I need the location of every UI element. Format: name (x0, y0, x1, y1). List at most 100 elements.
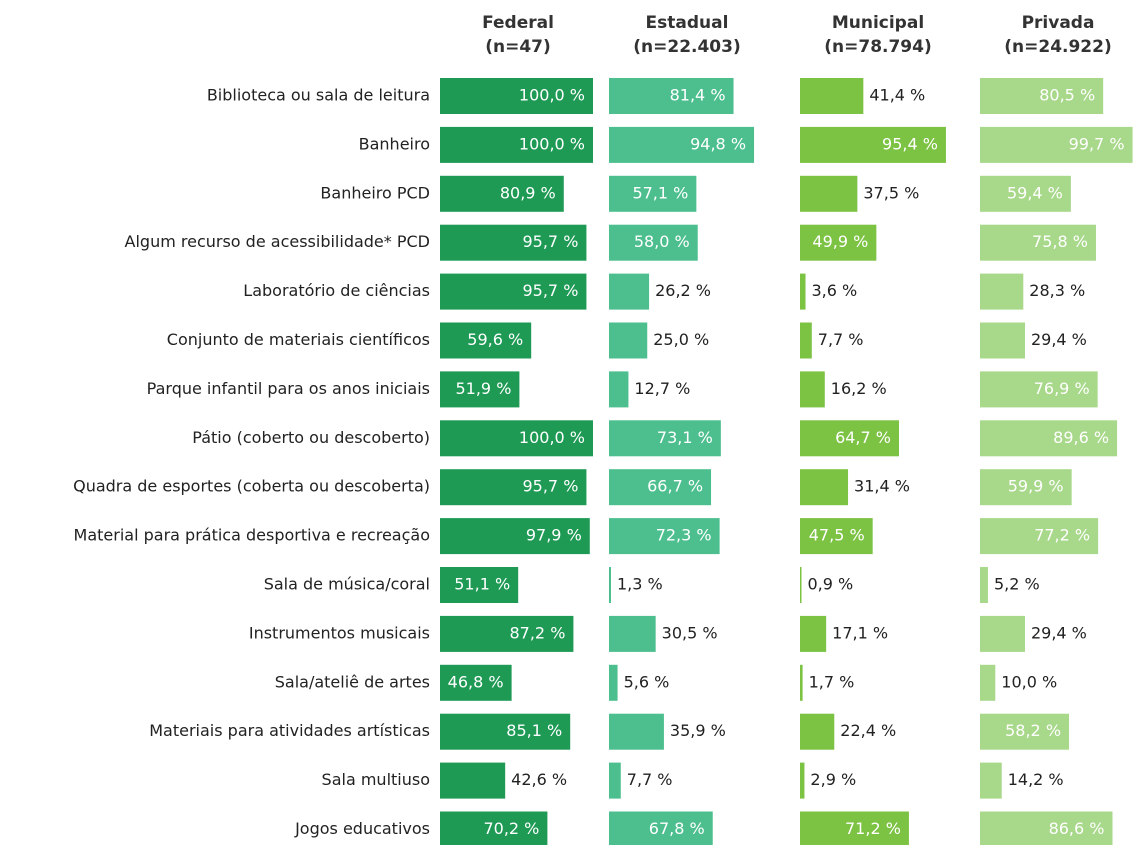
value-label: 47,5 % (809, 526, 865, 545)
bar (609, 224, 698, 261)
value-label: 80,9 % (500, 183, 556, 202)
value-label: 99,7 % (1069, 134, 1125, 153)
bar (609, 126, 755, 163)
bar (440, 811, 548, 845)
value-label: 94,8 % (690, 134, 746, 153)
value-label: 28,3 % (1029, 281, 1085, 300)
bar (980, 762, 1002, 799)
value-label: 86,6 % (1049, 819, 1105, 838)
bar (609, 420, 721, 457)
value-label: 100,0 % (519, 428, 585, 447)
bar (609, 78, 734, 114)
series-sample: (n=78.794) (824, 37, 932, 57)
bar (800, 713, 835, 750)
value-label: 59,9 % (1008, 477, 1064, 496)
value-label: 26,2 % (655, 281, 711, 300)
bar (800, 371, 825, 408)
bar (609, 811, 713, 845)
bar (980, 126, 1133, 163)
series-header: Municipal (832, 13, 924, 33)
bar (440, 713, 571, 750)
bar (609, 469, 712, 506)
value-label: 95,7 % (522, 477, 578, 496)
series-header: Privada (1022, 13, 1095, 33)
bar (800, 469, 849, 506)
value-label: 22,4 % (840, 721, 896, 740)
bar (980, 664, 996, 701)
bar (609, 713, 664, 750)
bar (440, 567, 519, 603)
value-label: 30,5 % (662, 623, 718, 642)
bar (980, 469, 1072, 506)
category-label: Materiais para atividades artísticas (149, 721, 430, 740)
value-label: 58,2 % (1005, 721, 1061, 740)
bar (609, 664, 618, 701)
bar (609, 615, 656, 652)
bar (800, 762, 805, 799)
value-label: 35,9 % (670, 721, 726, 740)
bar (800, 615, 827, 652)
value-label: 58,0 % (634, 232, 690, 251)
value-label: 1,7 % (809, 672, 855, 691)
value-label: 57,1 % (632, 183, 688, 202)
value-label: 49,9 % (812, 232, 868, 251)
value-label: 85,1 % (506, 721, 562, 740)
bar (440, 615, 574, 652)
value-label: 100,0 % (519, 86, 585, 105)
bar (980, 518, 1099, 555)
value-label: 89,6 % (1053, 428, 1109, 447)
value-label: 72,3 % (656, 526, 712, 545)
value-label: 64,7 % (835, 428, 891, 447)
bar (800, 811, 909, 845)
category-label: Material para prática desportiva e recre… (74, 526, 430, 545)
value-label: 67,8 % (649, 819, 705, 838)
value-label: 25,0 % (653, 330, 709, 349)
bar (440, 664, 512, 701)
category-label: Laboratório de ciências (243, 281, 430, 300)
bar (609, 371, 629, 408)
value-label: 2,9 % (810, 770, 856, 789)
category-label: Pátio (coberto ou descoberto) (192, 428, 430, 447)
series-sample: (n=22.403) (633, 37, 741, 57)
value-label: 37,5 % (863, 183, 919, 202)
value-label: 51,9 % (455, 379, 511, 398)
bar (980, 420, 1118, 457)
bar (800, 126, 946, 163)
bar (980, 615, 1025, 652)
category-label: Algum recurso de acessibilidade* PCD (125, 232, 430, 251)
value-label: 51,1 % (454, 575, 510, 594)
value-label: 59,4 % (1007, 183, 1063, 202)
bar (800, 175, 858, 212)
value-label: 59,6 % (467, 330, 523, 349)
value-label: 17,1 % (832, 623, 888, 642)
value-label: 76,9 % (1034, 379, 1090, 398)
value-label: 0,9 % (808, 575, 854, 594)
bar (609, 273, 650, 310)
value-label: 71,2 % (845, 819, 901, 838)
bar (980, 713, 1070, 750)
value-label: 95,7 % (522, 232, 578, 251)
bar (609, 175, 697, 212)
series-sample: (n=24.922) (1004, 37, 1112, 57)
bar (440, 469, 587, 506)
series-header: Federal (482, 13, 554, 33)
value-label: 16,2 % (831, 379, 887, 398)
bar (980, 175, 1071, 212)
bar (440, 420, 593, 457)
bar (609, 762, 621, 799)
value-label: 97,9 % (526, 526, 582, 545)
value-label: 31,4 % (854, 477, 910, 496)
value-label: 95,7 % (522, 281, 578, 300)
value-label: 87,2 % (509, 623, 565, 642)
value-label: 3,6 % (812, 281, 858, 300)
bar (440, 322, 532, 359)
bar (800, 420, 899, 457)
bar (800, 273, 806, 310)
bar (980, 322, 1025, 359)
bar (800, 664, 803, 701)
value-label: 7,7 % (818, 330, 864, 349)
bar (609, 567, 611, 603)
category-label: Sala multiuso (322, 770, 430, 789)
value-label: 42,6 % (511, 770, 567, 789)
value-label: 100,0 % (519, 134, 585, 153)
